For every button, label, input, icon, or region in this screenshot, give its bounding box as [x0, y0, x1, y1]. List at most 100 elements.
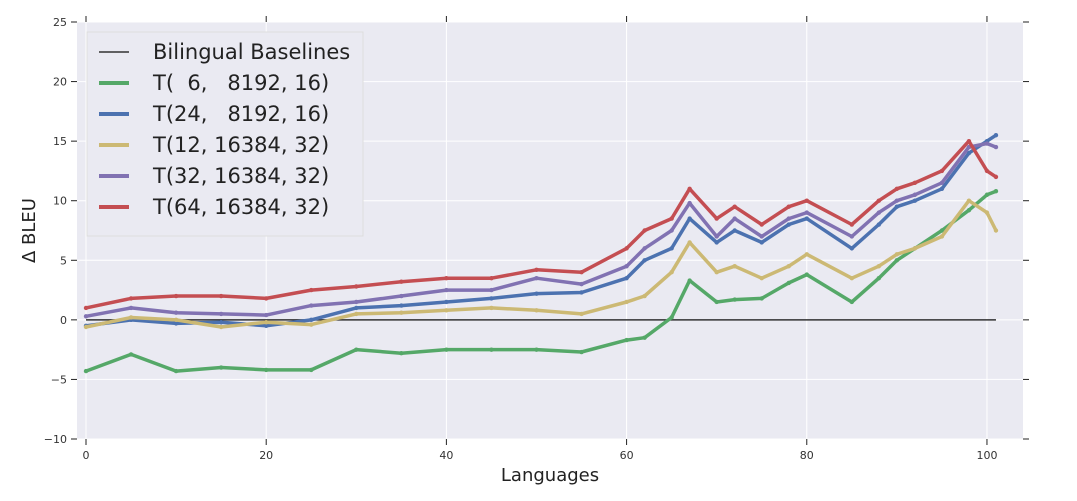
- data-point: [687, 200, 692, 206]
- data-point: [309, 367, 314, 373]
- data-point: [399, 279, 404, 284]
- data-point: [264, 323, 269, 329]
- data-point: [984, 168, 990, 174]
- data-point: [624, 299, 629, 305]
- data-point: [534, 275, 539, 281]
- data-point: [732, 228, 737, 233]
- data-point: [669, 228, 674, 233]
- y-tick-label: −10: [44, 433, 67, 446]
- data-point: [83, 368, 89, 374]
- data-point: [714, 270, 719, 275]
- data-point: [894, 186, 900, 191]
- data-point: [669, 216, 674, 221]
- data-point: [966, 138, 972, 144]
- data-point: [399, 310, 404, 315]
- data-point: [579, 270, 584, 275]
- data-point: [534, 267, 539, 273]
- data-point: [759, 275, 764, 281]
- data-point: [912, 192, 918, 197]
- data-point: [714, 234, 719, 239]
- data-point: [849, 222, 855, 227]
- data-point: [804, 252, 809, 257]
- data-point: [759, 222, 764, 227]
- data-point: [489, 275, 494, 281]
- data-point: [534, 347, 539, 352]
- data-point: [876, 210, 882, 215]
- data-point: [354, 299, 359, 305]
- data-point: [939, 168, 945, 174]
- data-point: [579, 281, 584, 287]
- x-tick-label: 20: [259, 449, 273, 462]
- data-point: [642, 246, 647, 251]
- data-point: [642, 258, 647, 263]
- data-point: [732, 204, 737, 209]
- data-point: [354, 347, 359, 352]
- data-point: [309, 322, 314, 327]
- data-point: [218, 365, 224, 370]
- data-point: [264, 312, 269, 318]
- data-point: [804, 216, 809, 221]
- y-tick-label: 20: [53, 76, 67, 89]
- data-point: [173, 310, 179, 315]
- y-tick-label: 10: [53, 195, 67, 208]
- data-point: [912, 180, 918, 186]
- data-point: [939, 186, 945, 191]
- data-point: [759, 234, 764, 239]
- y-tick-label: 25: [53, 16, 67, 29]
- data-point: [714, 216, 719, 221]
- y-tick-label: −5: [51, 373, 67, 386]
- data-point: [993, 228, 999, 233]
- data-point: [687, 186, 692, 191]
- data-point: [624, 275, 629, 281]
- legend-label: T(24, 8192, 16): [152, 102, 329, 126]
- x-tick-label: 100: [976, 449, 997, 462]
- data-point: [128, 296, 134, 301]
- data-point: [624, 246, 629, 251]
- data-point: [173, 317, 179, 323]
- data-point: [714, 299, 719, 305]
- data-point: [993, 132, 999, 138]
- data-point: [939, 180, 945, 186]
- data-point: [218, 311, 224, 317]
- legend-label: Bilingual Baselines: [153, 40, 350, 64]
- data-point: [83, 305, 89, 311]
- data-point: [444, 308, 449, 313]
- data-point: [993, 144, 999, 150]
- data-point: [173, 321, 179, 326]
- data-point: [624, 264, 629, 269]
- legend-label: T( 6, 8192, 16): [152, 71, 329, 95]
- data-point: [83, 314, 89, 319]
- plot-layer: [83, 132, 999, 374]
- data-point: [993, 188, 999, 194]
- data-point: [354, 284, 359, 289]
- data-point: [786, 280, 791, 286]
- legend-label: T(32, 16384, 32): [152, 164, 329, 188]
- data-point: [669, 246, 674, 251]
- data-point: [876, 275, 882, 281]
- data-point: [489, 296, 494, 301]
- data-point: [354, 305, 359, 311]
- data-point: [83, 324, 89, 330]
- data-point: [687, 240, 692, 245]
- data-point: [444, 299, 449, 305]
- data-point: [264, 296, 269, 301]
- data-point: [786, 222, 791, 227]
- data-point: [894, 252, 900, 257]
- data-point: [894, 258, 900, 263]
- x-tick-label: 60: [620, 449, 634, 462]
- data-point: [966, 208, 972, 213]
- data-point: [849, 299, 855, 305]
- data-point: [128, 352, 134, 357]
- data-point: [579, 311, 584, 317]
- data-point: [218, 320, 224, 325]
- data-point: [876, 222, 882, 227]
- data-point: [399, 351, 404, 356]
- data-point: [984, 141, 990, 146]
- data-point: [669, 270, 674, 275]
- data-point: [309, 317, 314, 323]
- data-point: [399, 303, 404, 308]
- data-point: [984, 192, 990, 197]
- data-point: [218, 324, 224, 330]
- data-point: [489, 305, 494, 311]
